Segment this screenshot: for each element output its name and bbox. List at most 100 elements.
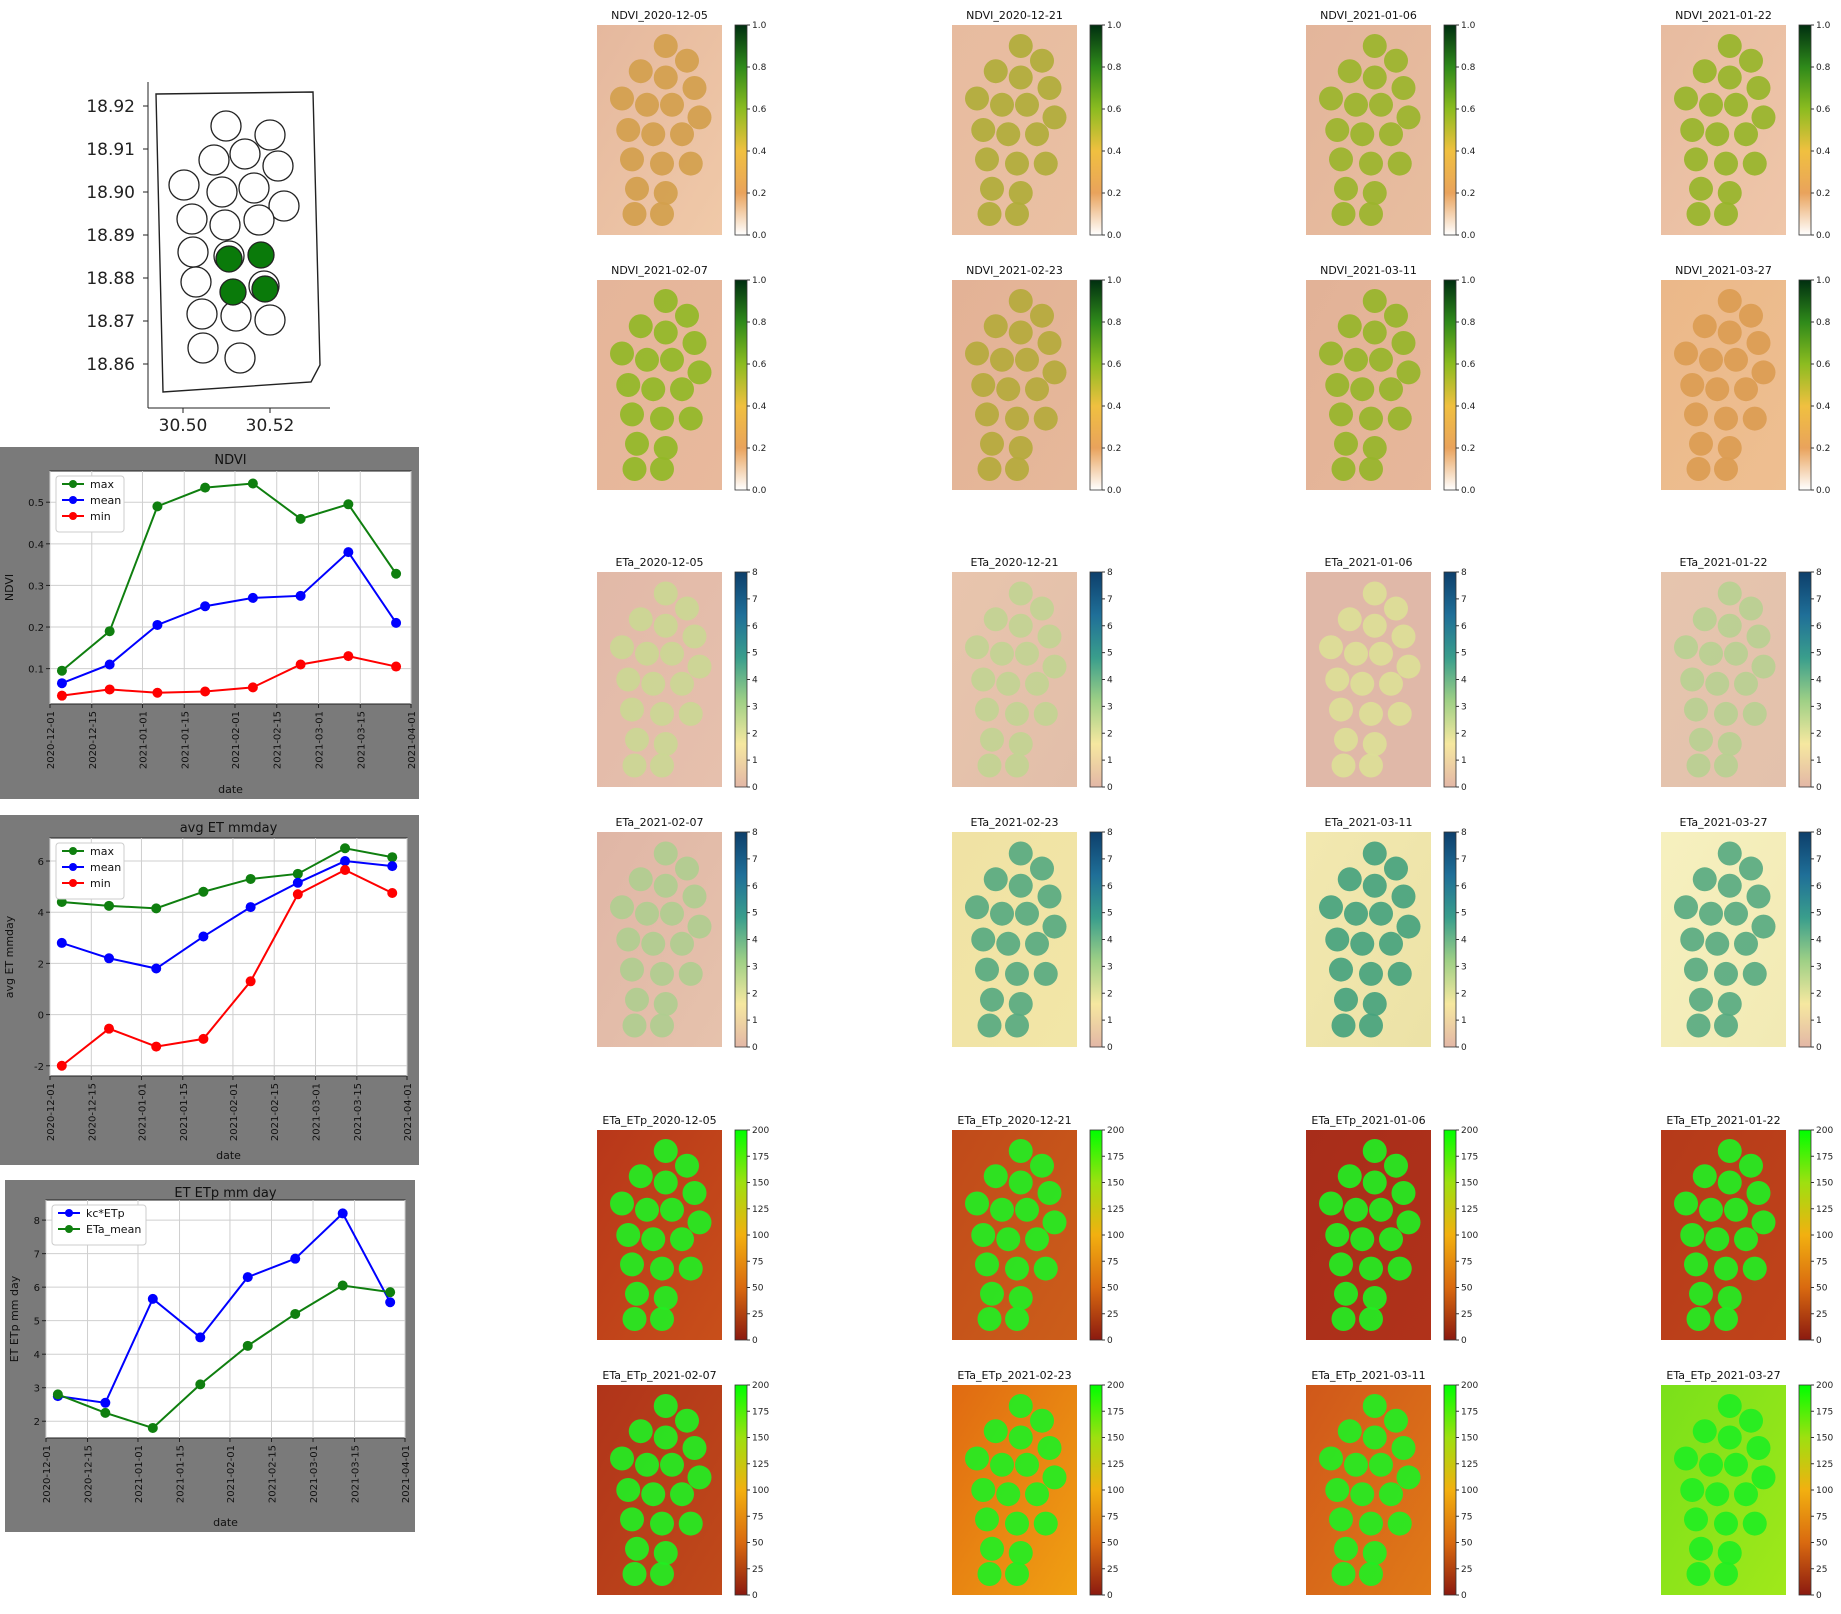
- map-field: [616, 667, 641, 692]
- map-field: [1384, 596, 1408, 621]
- colorbar: [734, 1384, 748, 1596]
- map-field: [1734, 671, 1758, 696]
- colorbar-tick-label: 125: [1461, 1460, 1478, 1470]
- map-field: [996, 122, 1021, 147]
- map-field: [628, 1419, 653, 1444]
- map-field: [971, 927, 996, 952]
- data-point-ETa_mean: [147, 1422, 158, 1433]
- data-point-mean: [151, 963, 162, 974]
- map-field: [1008, 873, 1033, 898]
- map-field: [1359, 457, 1383, 481]
- colorbar-tick-label: 200: [752, 1381, 769, 1391]
- map-field: [628, 59, 653, 84]
- colorbar-tick-label: 0.8: [1816, 63, 1831, 73]
- map-field: [1742, 701, 1767, 726]
- field-circle: [209, 209, 241, 241]
- colorbar-tick-label: 3: [1816, 702, 1822, 712]
- map-field: [641, 122, 666, 147]
- map-panel-title: ETa_ETp_2021-03-27: [1666, 1369, 1780, 1382]
- map-panel: ETa_2021-01-06 0 1 2 3 4 5 6 7 8: [1306, 556, 1467, 793]
- map-field: [1684, 697, 1708, 722]
- map-field: [1751, 360, 1776, 385]
- map-field: [1005, 1511, 1029, 1536]
- map-field: [650, 151, 674, 176]
- colorbar-tick-label: 2: [1461, 729, 1467, 739]
- map-field: [1033, 701, 1058, 726]
- colorbar-tick-label: 0.2: [1107, 444, 1121, 454]
- colorbar-tick-label: 5: [1107, 909, 1113, 919]
- map-panel: ETa_2021-02-07 0 1 2 3 4 5 6 7 8: [597, 816, 758, 1053]
- data-point-mean: [295, 590, 306, 601]
- x-tick-label: 2021-01-15: [179, 1083, 190, 1141]
- map-field: [1042, 1465, 1067, 1490]
- data-point-max: [200, 482, 211, 493]
- map-field: [990, 901, 1014, 926]
- x-tick-label: 2021-02-15: [273, 711, 284, 769]
- map-field: [660, 641, 684, 666]
- map-field: [1379, 377, 1403, 402]
- colorbar-tick-label: 4: [1816, 676, 1822, 686]
- map-panel: NDVI_2020-12-05 0.0 0.2 0.4 0.6 0.8 1.0: [597, 9, 767, 241]
- colorbar-tick-label: 4: [1816, 936, 1822, 946]
- map-field: [965, 1191, 989, 1216]
- map-field: [1005, 202, 1029, 226]
- data-point-max: [104, 626, 115, 637]
- map-field: [1369, 1197, 1393, 1222]
- data-point-min: [245, 976, 256, 987]
- data-point-ETa_mean: [290, 1308, 301, 1319]
- data-point-min: [247, 682, 258, 693]
- map-field: [1742, 1256, 1767, 1281]
- map-field: [1362, 34, 1387, 58]
- map-panel-title: NDVI_2020-12-21: [966, 9, 1063, 22]
- map-field: [1042, 360, 1067, 385]
- map-field: [1396, 1210, 1421, 1235]
- colorbar-tick-label: 0.4: [1816, 402, 1831, 412]
- map-field: [1369, 92, 1393, 117]
- data-point-kc*ETp: [147, 1293, 158, 1304]
- map-field: [1325, 927, 1350, 952]
- map-field: [620, 1252, 644, 1277]
- map-field: [678, 406, 703, 431]
- map-field: [1686, 1013, 1711, 1038]
- map-field: [653, 613, 678, 638]
- map-field: [1742, 1511, 1767, 1536]
- colorbar-tick-label: 125: [1107, 1460, 1124, 1470]
- map-field: [641, 671, 666, 696]
- map-field: [660, 347, 684, 372]
- map-field: [1008, 181, 1033, 205]
- x-axis-label: date: [213, 1516, 238, 1529]
- map-field: [1379, 931, 1403, 956]
- data-point-mean: [245, 902, 256, 913]
- map-field: [650, 1562, 674, 1586]
- map-field: [1025, 1482, 1049, 1507]
- colorbar-tick-label: 6: [1816, 882, 1822, 892]
- x-tick-label: 2021-03-15: [351, 1445, 362, 1503]
- colorbar-tick-label: 150: [1816, 1434, 1833, 1444]
- map-field: [1319, 635, 1343, 660]
- map-field: [1350, 377, 1375, 402]
- map-field: [682, 331, 707, 355]
- field-circle: [198, 144, 230, 176]
- map-field: [1359, 961, 1383, 986]
- map-field: [1005, 1562, 1029, 1586]
- series-line-min: [61, 655, 397, 697]
- map-panel: NDVI_2021-02-07 0.0 0.2 0.4 0.6 0.8 1.0: [597, 264, 767, 496]
- map-field: [1005, 701, 1029, 726]
- map-field: [1714, 1256, 1738, 1281]
- map-field: [622, 753, 647, 778]
- map-field: [1005, 457, 1029, 481]
- x-tick-label: 2021-03-01: [315, 711, 326, 769]
- map-field: [1008, 65, 1033, 90]
- map-field: [635, 641, 659, 666]
- data-point-max: [56, 665, 67, 676]
- map-field: [1699, 347, 1723, 372]
- map-panel: NDVI_2021-03-27 0.0 0.2 0.4 0.6 0.8 1.0: [1661, 264, 1831, 496]
- map-field: [1384, 48, 1408, 73]
- y-tick-label: 0.4: [28, 540, 44, 551]
- map-field: [980, 176, 1004, 201]
- colorbar-tick-label: 3: [1107, 962, 1113, 972]
- map-field: [1319, 341, 1343, 366]
- map-field: [1724, 92, 1748, 117]
- map-field: [1705, 1482, 1730, 1507]
- map-field: [1692, 867, 1717, 892]
